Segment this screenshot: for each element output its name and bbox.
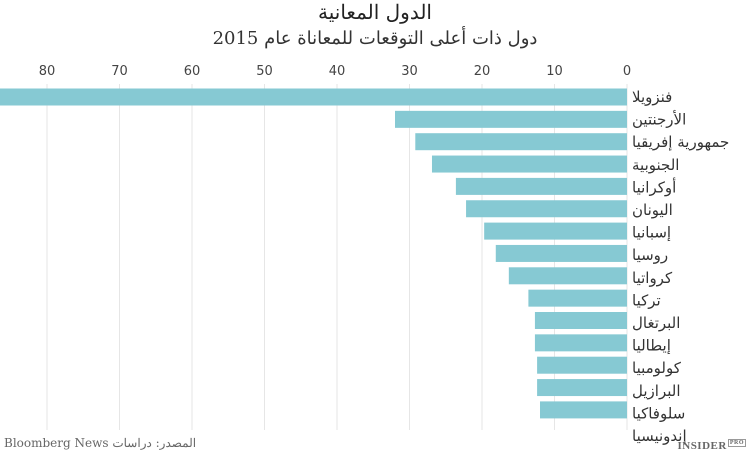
- category-label: جمهورية إفريقيا: [632, 133, 729, 151]
- tick-label: 80: [39, 64, 56, 79]
- bar: [534, 312, 627, 329]
- category-label: أوكرانيا: [632, 177, 676, 196]
- category-label: اليونان: [632, 201, 673, 219]
- bar: [540, 401, 627, 419]
- tick-label: 20: [474, 64, 491, 79]
- bar: [415, 133, 627, 151]
- category-label: روسيا: [632, 246, 668, 264]
- category-label: البرازيل: [632, 382, 681, 400]
- tick-label: 0: [623, 64, 631, 79]
- bar: [534, 334, 627, 352]
- bar: [466, 200, 627, 218]
- category-label: كرواتيا: [632, 269, 673, 287]
- bar: [495, 244, 627, 262]
- bar: [0, 88, 627, 106]
- tick-label: 50: [256, 64, 273, 79]
- tick-label: 70: [111, 64, 128, 79]
- bar: [431, 155, 627, 173]
- tick-label: 40: [329, 64, 346, 79]
- category-label: فنزويلا: [632, 88, 672, 106]
- category-label: إسبانيا: [632, 224, 671, 242]
- bar: [537, 356, 627, 374]
- category-label: البرتغال: [632, 314, 680, 332]
- bar: [537, 379, 627, 397]
- bar: [484, 222, 627, 240]
- tick-label: 60: [184, 64, 201, 79]
- chart-subtitle: دول ذات أعلى التوقعات للمعاناة عام 2015: [212, 28, 538, 49]
- category-label: تركيا: [632, 291, 661, 309]
- bar: [455, 177, 627, 195]
- category-label: إيطاليا: [632, 337, 671, 355]
- category-label: سلوفاكيا: [632, 404, 685, 422]
- tick-label: 30: [401, 64, 418, 79]
- category-label: الجنوبية: [632, 156, 679, 174]
- insider-pro-logo: INSIDER PRO: [677, 439, 746, 452]
- bar: [395, 110, 627, 128]
- tick-label: 10: [546, 64, 563, 79]
- bar: [508, 267, 627, 285]
- source-note: المصدر: دراسات Bloomberg News: [4, 436, 197, 450]
- bar: [528, 289, 627, 307]
- category-label: إندونيسيا: [632, 427, 687, 445]
- chart-title: الدول المعانية: [318, 0, 432, 24]
- category-label: الأرجنتين: [632, 110, 686, 129]
- category-label: كولومبيا: [632, 359, 682, 377]
